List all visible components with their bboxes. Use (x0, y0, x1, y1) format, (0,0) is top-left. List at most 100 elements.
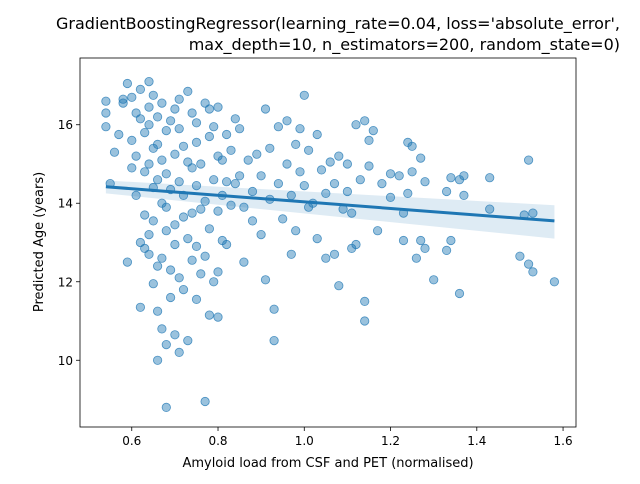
axes-frame (79, 57, 577, 428)
scatter-point (148, 279, 158, 289)
scatter-point (157, 324, 167, 334)
scatter-point (429, 275, 439, 285)
scatter-point (351, 239, 361, 250)
y-tick-label: 10 (58, 354, 73, 368)
scatter-point (200, 251, 210, 261)
scatter-point (101, 96, 111, 106)
scatter-point (131, 151, 141, 161)
scatter-point (153, 139, 163, 149)
scatter-point (403, 188, 413, 198)
scatter-point (209, 122, 219, 132)
scatter-point (174, 347, 184, 357)
scatter-point (364, 161, 374, 171)
scatter-point (183, 86, 193, 97)
scatter-point (170, 239, 180, 250)
scatter-point (222, 239, 232, 250)
chart-title-line-1: GradientBoostingRegressor(learning_rate=… (56, 14, 620, 34)
scatter-point (204, 310, 214, 320)
scatter-point (148, 216, 158, 226)
scatter-point (148, 90, 158, 100)
scatter-point (385, 169, 396, 179)
scatter-point (226, 200, 236, 210)
scatter-point (170, 220, 180, 230)
scatter-point (265, 143, 275, 153)
scatter-point (204, 104, 214, 114)
x-axis-label: Amyloid load from CSF and PET (normalise… (182, 456, 473, 471)
scatter-point (191, 118, 202, 128)
scatter-point (131, 190, 141, 200)
scatter-point (329, 179, 340, 189)
scatter-point (286, 190, 296, 200)
scatter-point (291, 226, 301, 236)
scatter-point (209, 175, 219, 185)
scatter-point (256, 230, 266, 240)
scatter-point (200, 196, 210, 206)
scatter-point (114, 129, 124, 140)
regression-line (105, 185, 555, 223)
scatter-point (144, 102, 154, 112)
scatter-point (213, 206, 223, 216)
scatter-point (109, 147, 120, 157)
scatter-point (485, 204, 495, 214)
scatter-point (351, 120, 361, 130)
scatter-point (485, 173, 495, 183)
scatter-point (213, 312, 223, 322)
regression-line-layer (105, 185, 555, 223)
scatter-point (178, 141, 189, 151)
scatter-point (187, 208, 197, 218)
scatter-point (291, 139, 301, 149)
scatter-point (347, 208, 357, 218)
scatter-point (312, 234, 322, 244)
scatter-point (416, 153, 426, 163)
scatter-point (161, 402, 171, 412)
scatter-point (217, 155, 227, 165)
scatter-point (213, 102, 223, 112)
scatter-point (187, 163, 197, 173)
scatter-point (178, 212, 189, 222)
scatter-point (416, 235, 426, 246)
scatter-point (342, 186, 352, 197)
scatter-point (355, 175, 365, 185)
scatter-point (235, 124, 245, 134)
scatter-point (528, 208, 538, 218)
scatter-point (385, 192, 396, 202)
scatter-point (282, 116, 292, 126)
scatter-point (222, 129, 232, 140)
scatter-point (153, 355, 163, 365)
x-tick-label: 0.6 (122, 434, 141, 448)
x-tick-label: 1.2 (381, 434, 400, 448)
scatter-point (230, 114, 240, 124)
scatter-point (204, 224, 214, 234)
scatter-point (454, 288, 465, 299)
scatter-point (295, 124, 305, 134)
x-tick-label: 1.0 (295, 434, 314, 448)
scatter-point (209, 277, 219, 287)
scatter-point (459, 171, 469, 181)
scatter-point (282, 159, 292, 169)
scatter-point (247, 216, 258, 226)
scatter-point (377, 179, 387, 189)
scatter-point (247, 186, 258, 197)
scatter-point (360, 116, 370, 126)
scatter-point (342, 159, 352, 169)
scatter-point (101, 122, 111, 132)
scatter-point (170, 149, 180, 159)
scatter-point (144, 249, 154, 259)
scatter-point (312, 129, 322, 140)
scatter-point (122, 257, 133, 267)
scatter-point (161, 169, 171, 179)
scatter-point (127, 92, 137, 102)
scatter-point (204, 131, 214, 142)
scatter-point (144, 120, 154, 130)
scatter-point (420, 177, 430, 187)
y-tick-label: 12 (58, 275, 73, 289)
scatter-point (299, 90, 309, 100)
scatter-point (157, 98, 167, 108)
scatter-point (372, 226, 383, 236)
scatter-point (213, 267, 223, 277)
scatter-point (260, 104, 271, 114)
scatter-point (153, 112, 163, 122)
scatter-point (226, 145, 236, 155)
